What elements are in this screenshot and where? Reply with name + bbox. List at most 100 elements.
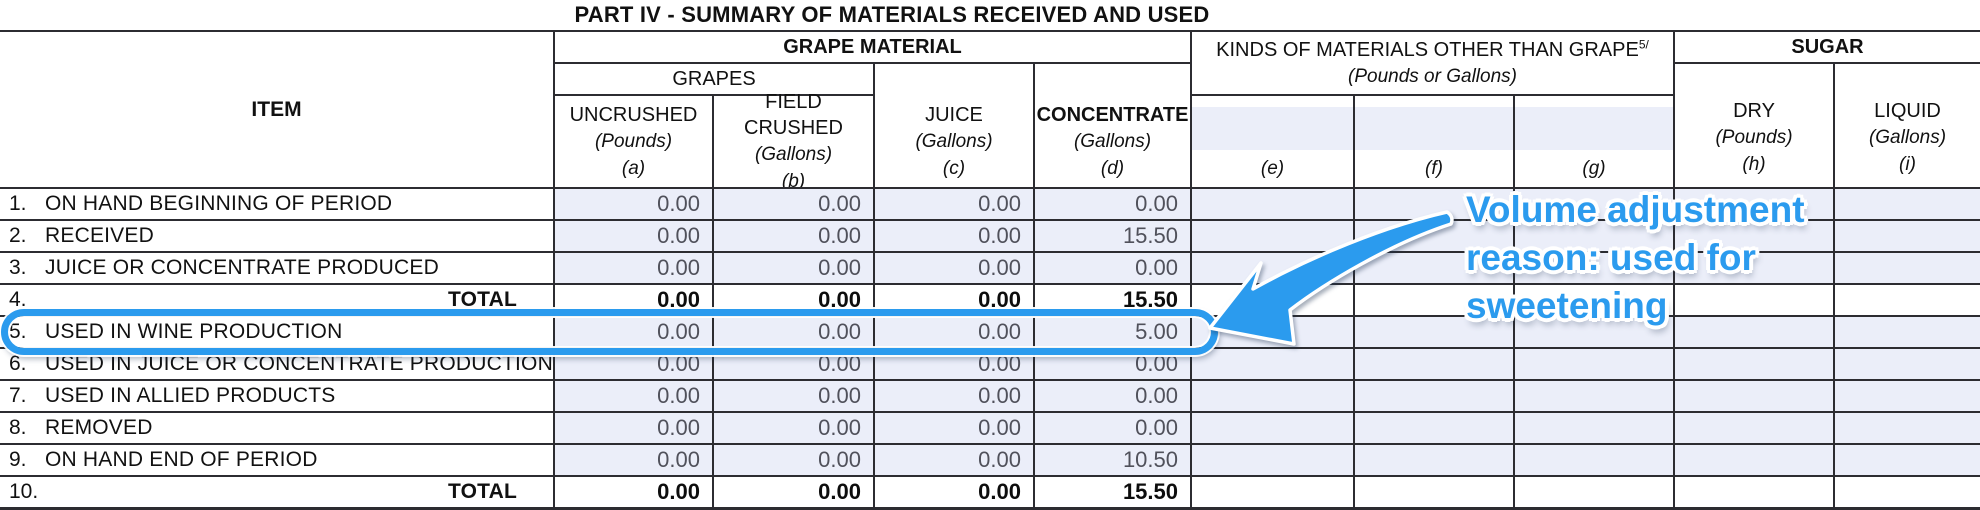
value-cell-f[interactable] [1353, 379, 1513, 411]
value-cell-c[interactable]: 0.00 [873, 379, 1033, 411]
value-cell-d[interactable]: 0.00 [1033, 251, 1190, 283]
value-cell-d[interactable]: 0.00 [1033, 347, 1190, 379]
value-cell-b[interactable]: 0.00 [712, 187, 873, 219]
value-cell-d[interactable]: 0.00 [1033, 187, 1190, 219]
item-cell: 3. JUICE OR CONCENTRATE PRODUCED [0, 251, 553, 283]
value-cell-h[interactable] [1673, 411, 1833, 443]
value-cell-g[interactable] [1513, 315, 1673, 347]
value-cell-b[interactable]: 0.00 [712, 251, 873, 283]
value-cell-h[interactable] [1673, 251, 1833, 283]
column-letter: (h) [1742, 154, 1766, 175]
value-cell-b[interactable]: 0.00 [712, 315, 873, 347]
value-cell-i[interactable] [1833, 187, 1980, 219]
value-cell-c[interactable]: 0.00 [873, 411, 1033, 443]
value-cell-b[interactable]: 0.00 [712, 219, 873, 251]
value-cell-e[interactable] [1190, 443, 1353, 475]
value-cell-e[interactable] [1190, 379, 1353, 411]
value-cell-i[interactable] [1833, 411, 1980, 443]
value-cell-a[interactable]: 0.00 [553, 411, 712, 443]
value-cell-b[interactable]: 0.00 [712, 347, 873, 379]
value-cell-b[interactable]: 0.00 [712, 411, 873, 443]
value-cell-a[interactable]: 0.00 [553, 251, 712, 283]
value-cell-a: 0.00 [553, 475, 712, 507]
value-cell-c[interactable]: 0.00 [873, 187, 1033, 219]
value-cell-e[interactable] [1190, 411, 1353, 443]
value-cell-a[interactable]: 0.00 [553, 315, 712, 347]
value-cell-i[interactable] [1833, 379, 1980, 411]
value-cell-g[interactable] [1513, 443, 1673, 475]
value-cell-g[interactable] [1513, 411, 1673, 443]
value-cell-a[interactable]: 0.00 [553, 187, 712, 219]
value-cell-d[interactable]: 15.50 [1033, 219, 1190, 251]
row-label: USED IN ALLIED PRODUCTS [45, 384, 336, 407]
material-kind-input-e[interactable] [1192, 107, 1353, 150]
value-cell-g[interactable] [1513, 379, 1673, 411]
value-cell-d: 15.50 [1033, 475, 1190, 507]
value-cell-e [1190, 283, 1353, 315]
value-cell-b[interactable]: 0.00 [712, 443, 873, 475]
value-cell-h[interactable] [1673, 219, 1833, 251]
column-header-uncrushed: UNCRUSHED (Pounds) (a) [553, 94, 712, 187]
value-cell-h[interactable] [1673, 315, 1833, 347]
value-cell-g[interactable] [1513, 219, 1673, 251]
column-letter: (g) [1582, 158, 1606, 179]
value-cell-h[interactable] [1673, 443, 1833, 475]
value-cell-c[interactable]: 0.00 [873, 347, 1033, 379]
value-cell-i[interactable] [1833, 251, 1980, 283]
column-letter: (f) [1425, 158, 1443, 179]
value-cell-f[interactable] [1353, 347, 1513, 379]
column-name: UNCRUSHED [569, 103, 698, 126]
value-cell-c[interactable]: 0.00 [873, 251, 1033, 283]
value-cell-g[interactable] [1513, 187, 1673, 219]
value-cell-c[interactable]: 0.00 [873, 443, 1033, 475]
value-cell-e[interactable] [1190, 251, 1353, 283]
column-header-item: ITEM [0, 30, 553, 187]
value-cell-i[interactable] [1833, 443, 1980, 475]
value-cell-a[interactable]: 0.00 [553, 219, 712, 251]
value-cell-g[interactable] [1513, 347, 1673, 379]
value-cell-a[interactable]: 0.00 [553, 443, 712, 475]
value-cell-a[interactable]: 0.00 [553, 347, 712, 379]
value-cell-e [1190, 475, 1353, 507]
row-number: 1. [9, 192, 27, 215]
value-cell-d: 15.50 [1033, 283, 1190, 315]
value-cell-e[interactable] [1190, 315, 1353, 347]
column-group-sugar: SUGAR [1673, 30, 1980, 62]
value-cell-i[interactable] [1833, 315, 1980, 347]
value-cell-i[interactable] [1833, 219, 1980, 251]
annotation-line: Volume adjustment [1466, 189, 1805, 230]
value-cell-g[interactable] [1513, 251, 1673, 283]
item-cell: 2. RECEIVED [0, 219, 553, 251]
value-cell-i[interactable] [1833, 347, 1980, 379]
value-cell-h[interactable] [1673, 347, 1833, 379]
table-row: 9. ON HAND END OF PERIOD 0.00 0.00 0.00 … [0, 443, 1980, 475]
value-cell-h[interactable] [1673, 187, 1833, 219]
value-cell-d[interactable]: 0.00 [1033, 411, 1190, 443]
value-cell-e[interactable] [1190, 187, 1353, 219]
column-letter: (d) [1100, 158, 1125, 179]
value-cell-d[interactable]: 0.00 [1033, 379, 1190, 411]
row-label: REMOVED [45, 416, 153, 439]
row-label: RECEIVED [45, 224, 154, 247]
value-cell-g [1513, 475, 1673, 507]
value-cell-d[interactable]: 5.00 [1033, 315, 1190, 347]
value-cell-g [1513, 283, 1673, 315]
row-label: ON HAND END OF PERIOD [45, 448, 318, 471]
material-kind-input-g[interactable] [1515, 107, 1673, 150]
row-label: USED IN WINE PRODUCTION [45, 320, 343, 343]
value-cell-d[interactable]: 10.50 [1033, 443, 1190, 475]
table-header: ITEM GRAPE MATERIAL GRAPES UNCRUSHED (Po… [0, 30, 1980, 192]
value-cell-f[interactable] [1353, 443, 1513, 475]
value-cell-e[interactable] [1190, 219, 1353, 251]
value-cell-f[interactable] [1353, 411, 1513, 443]
column-header-f: (f) [1353, 94, 1513, 187]
value-cell-h[interactable] [1673, 379, 1833, 411]
value-cell-e[interactable] [1190, 347, 1353, 379]
footnote-superscript: 5/ [1638, 36, 1649, 51]
column-unit: (Gallons) [915, 131, 993, 152]
value-cell-b[interactable]: 0.00 [712, 379, 873, 411]
value-cell-c[interactable]: 0.00 [873, 315, 1033, 347]
material-kind-input-f[interactable] [1355, 107, 1513, 150]
value-cell-a[interactable]: 0.00 [553, 379, 712, 411]
value-cell-c[interactable]: 0.00 [873, 219, 1033, 251]
